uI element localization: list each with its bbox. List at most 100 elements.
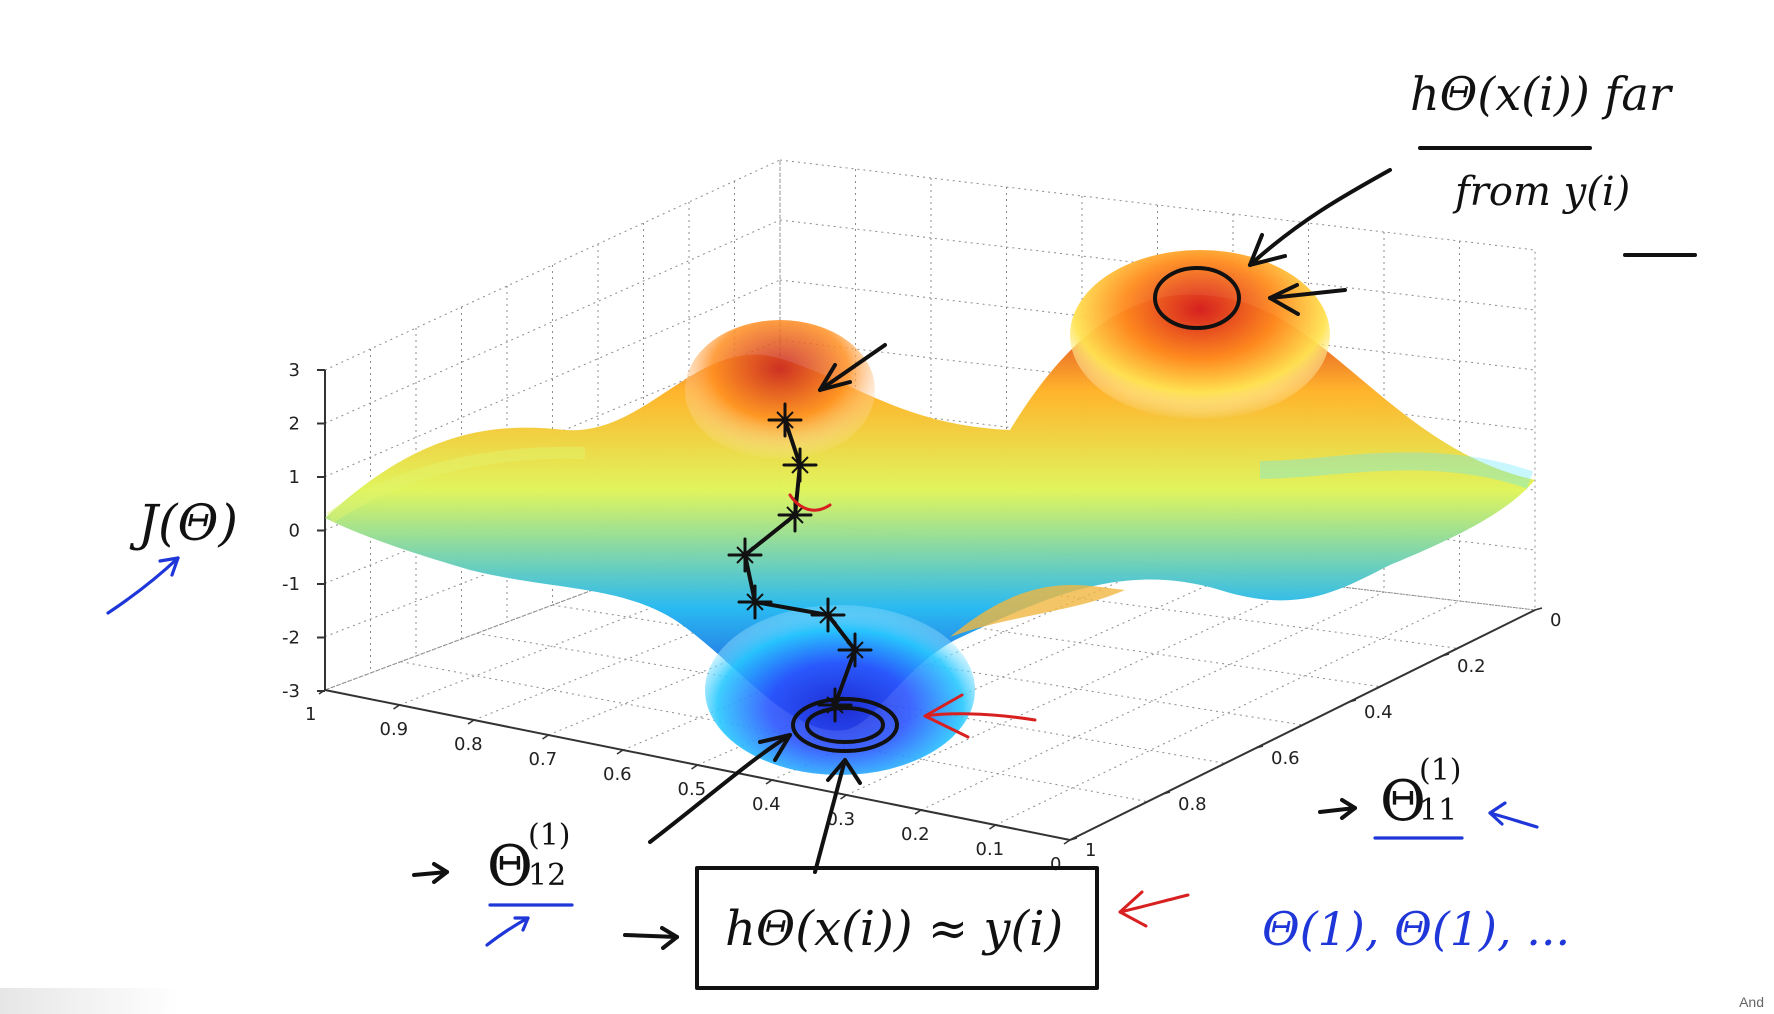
black-arrow-to-minimum-2 [813, 758, 847, 874]
peak-arrow-from-note [1248, 168, 1392, 267]
surface-highlight-right [1259, 452, 1533, 489]
minimum-markup [648, 693, 1037, 874]
corner-watermark: And [1739, 994, 1764, 1010]
red-check-mark [788, 493, 832, 512]
bottom-equation-box [695, 866, 1099, 990]
theta11-left-arrow [1318, 806, 1357, 814]
theta12-superscript: (1) [528, 818, 571, 853]
theta12-blue-arrow-head [513, 916, 530, 932]
top-start-arrow [818, 343, 887, 392]
descent-step-star [737, 584, 773, 620]
red-minimum-arrow-head [923, 693, 970, 739]
z-tick-label: 1 [289, 467, 300, 488]
right-axis-tick-mark [1069, 837, 1078, 841]
right-axis-tick-mark [1348, 699, 1357, 703]
descent-step-star [727, 537, 763, 573]
left-axis-tick-label: 0.6 [603, 764, 632, 785]
left-axis-tick-label: 0.7 [529, 749, 558, 770]
z-axis-ticks: 3 2 1 0 -1 -2 -3 [282, 360, 325, 702]
descent-step-star [767, 402, 803, 438]
theta12-left-arrow [412, 870, 449, 877]
theta11-label-group: Θ (1) 11 [1318, 753, 1539, 840]
theta11-left-arrow-head [1340, 798, 1357, 820]
minimum-circle-inner [805, 706, 885, 744]
left-axis-ticks: 1 0.9 0.8 0.7 0.6 0.5 0.4 0.3 0.2 0.1 0 [305, 689, 1071, 875]
cost-label-arrow-head [158, 556, 180, 577]
left-axis-tick-label: 0 [1050, 854, 1061, 875]
right-axis-tick-mark [1441, 653, 1450, 657]
descent-step-star [837, 632, 873, 668]
left-axis-tick-mark [467, 719, 475, 725]
blue-sequence-text: Θ(1), Θ(1), ... [1262, 902, 1570, 956]
descent-step-star [810, 597, 846, 633]
bottom-box-left-arrow [623, 933, 679, 939]
left-axis-tick-mark [616, 749, 624, 755]
surface-highlight-left [326, 446, 586, 523]
left-axis-tick-mark [765, 779, 773, 785]
right-base-axis-line [1069, 609, 1536, 841]
left-axis-tick-mark [542, 734, 549, 740]
left-axis-tick-mark [691, 764, 698, 770]
left-peak [685, 320, 875, 460]
left-axis-tick-mark [1063, 839, 1071, 845]
theta11-base: Θ [1380, 769, 1426, 834]
top-note-group: hΘ(x(i)) far from y(i) [1410, 67, 1697, 257]
grid-line [779, 339, 1536, 431]
z-tick-label: 2 [289, 414, 300, 435]
z-tick-label: -1 [282, 574, 300, 595]
descent-step-markers [727, 402, 873, 723]
bottom-box-red-arrow-head [1118, 890, 1148, 928]
theta12-subscript: 12 [528, 858, 566, 893]
z-tick-label: 3 [289, 360, 300, 381]
grid-line [846, 582, 1309, 796]
cost-label-group: J(Θ) [106, 494, 238, 615]
peak-side-arrow-head [1268, 283, 1300, 316]
theta11-blue-arrow-head [1488, 801, 1507, 826]
left-axis-tick-label: 0.9 [380, 719, 409, 740]
z-tick-label: -2 [282, 628, 300, 649]
left-axis-tick-label: 0.5 [678, 779, 707, 800]
left-axis-tick-label: 0.3 [827, 809, 856, 830]
descent-step-star [782, 447, 818, 483]
left-axis-tick-mark [989, 824, 996, 830]
left-axis-tick-mark [840, 794, 847, 800]
right-peak [1070, 250, 1330, 420]
left-axis-tick-mark [393, 704, 400, 710]
right-axis-tick-label: 0.2 [1457, 656, 1486, 677]
left-axis-tick-label: 1 [305, 704, 316, 725]
red-minimum-arrow [923, 712, 1037, 722]
right-axis-tick-label: 0 [1550, 610, 1561, 631]
theta12-left-arrow-head [432, 862, 449, 884]
left-axis-tick-label: 0.2 [901, 824, 930, 845]
bottom-box-red-arrow [1118, 893, 1190, 914]
descent-step-star [777, 497, 813, 533]
right-axis-tick-mark [1255, 745, 1264, 749]
z-tick-label: -3 [282, 681, 300, 702]
left-axis-tick-mark [914, 809, 922, 815]
bottom-equation-text: hΘ(x(i)) ≈ y(i) [725, 901, 1063, 957]
player-footer-fade [0, 988, 180, 1014]
cost-label-arrow [106, 556, 180, 615]
left-axis-tick-mark [318, 689, 326, 695]
left-axis-tick-label: 0.1 [976, 839, 1005, 860]
theta12-blue-arrow [485, 916, 530, 947]
cost-label: J(Θ) [129, 494, 238, 552]
grid-line [779, 279, 1536, 371]
black-arrow-to-minimum-1 [648, 733, 792, 844]
right-axis-tick-label: 0.8 [1178, 794, 1207, 815]
top-note-line1: hΘ(x(i)) far [1410, 67, 1674, 121]
theta12-label-group: Θ (1) 12 [412, 818, 574, 947]
theta11-blue-arrow [1488, 811, 1539, 829]
black-arrow-head-2 [826, 758, 862, 785]
bottom-box-left-arrow-head [660, 926, 679, 950]
z-tick-label: 0 [289, 521, 300, 542]
top-start-arrow-head [818, 363, 852, 392]
bottom-box-group: hΘ(x(i)) ≈ y(i) [623, 866, 1190, 990]
theta11-superscript: (1) [1419, 753, 1462, 788]
grid-line [995, 600, 1460, 826]
peak-arrow-from-note-head [1248, 233, 1287, 267]
grid-line [779, 219, 1536, 311]
theta12-base: Θ [487, 834, 533, 899]
